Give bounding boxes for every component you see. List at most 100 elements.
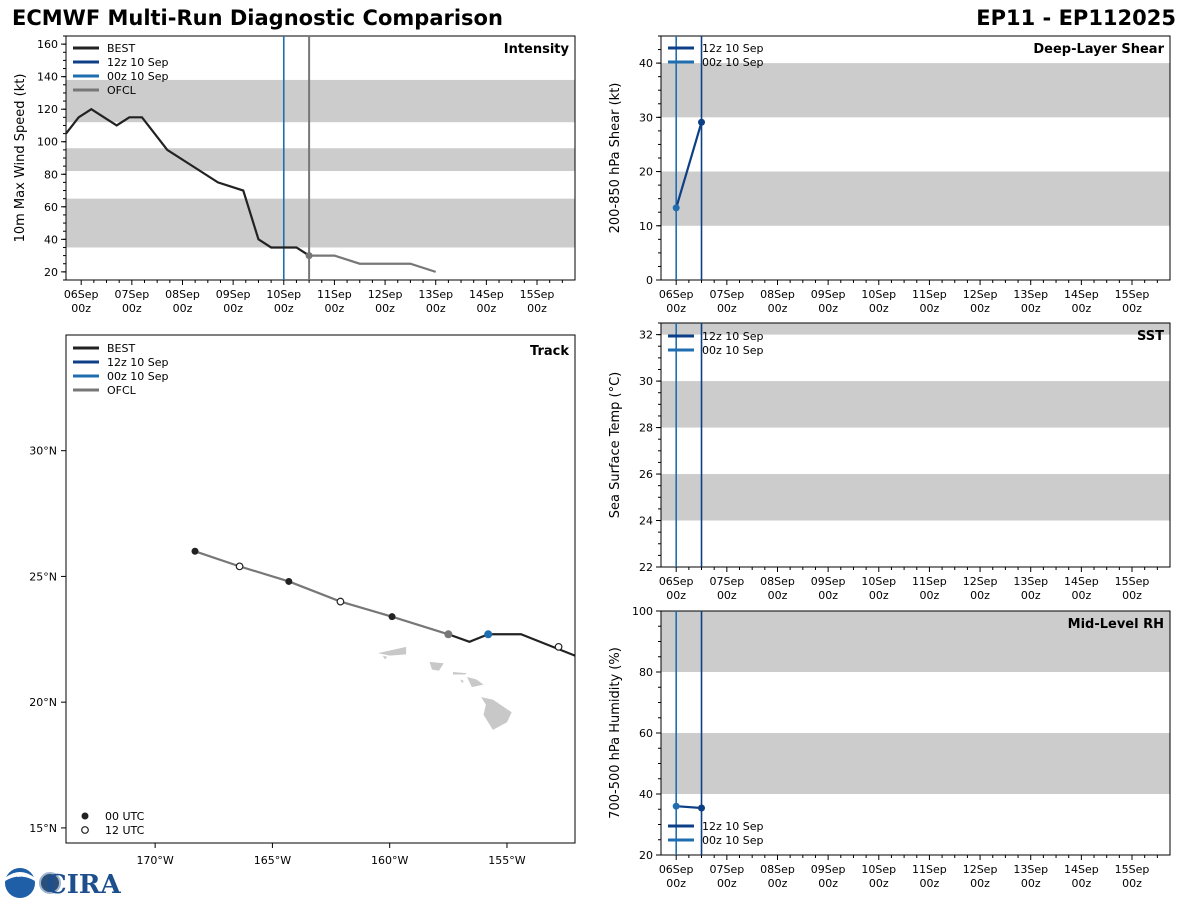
y-tick-label: 32 [639,329,653,342]
y-tick-label: 60 [44,201,58,214]
y-tick-label: 20 [639,166,653,179]
y-tick-label: 140 [37,71,58,84]
shear-point [672,204,680,212]
noaa-logo-text: NOAA [13,873,28,879]
x-tick-label-day: 08Sep [760,575,795,588]
x-tick-label-day: 06Sep [659,863,694,876]
x-tick-label-hour: 00z [970,302,990,315]
ofcl-intensity-line [309,254,437,273]
x-tick-label-hour: 00z [768,589,788,602]
shading-band-0 [661,474,1170,521]
shading-band-1 [661,63,1170,118]
x-tick-label-hour: 00z [1122,589,1142,602]
x-tick-label-day: 11Sep [912,863,947,876]
lon-tick-label: 155°W [488,854,525,867]
x-tick-label-hour: 00z [274,302,294,315]
track-plot-area [191,547,575,730]
lon-tick-label: 170°W [136,854,173,867]
y-tick-label: 160 [37,38,58,51]
island-shape [377,646,407,656]
x-tick-label-day: 09Sep [811,575,846,588]
x-tick-label-day: 06Sep [659,575,694,588]
shading-band-0 [661,171,1170,226]
y-tick-label: 28 [639,422,653,435]
y-tick-label: 40 [44,233,58,246]
island-shape [429,661,444,671]
y-axis-label: 700-500 hPa Humidity (%) [608,647,623,819]
x-tick-label-hour: 00z [1021,877,1041,890]
x-tick-label-day: 08Sep [760,863,795,876]
x-tick-label-day: 15Sep [1115,575,1150,588]
x-tick-label-hour: 00z [173,302,193,315]
track-axes-frame [65,334,576,844]
x-tick-label-hour: 00z [1071,877,1091,890]
legend-entry: 00z 10 Sep [702,834,764,847]
y-tick-label: 22 [639,561,653,574]
rh-line [676,805,702,810]
y-tick-label: 40 [639,788,653,801]
y-tick-label: 26 [639,468,653,481]
island-shape [467,677,484,688]
intensity-panel: 06Sep00z07Sep00z08Sep00z09Sep00z10Sep00z… [13,35,576,315]
x-tick-label-day: 14Sep [1064,288,1099,301]
x-tick-label-hour: 00z [71,302,91,315]
x-tick-label-day: 06Sep [64,288,99,301]
x-tick-label-day: 07Sep [709,863,744,876]
x-tick-label-hour: 00z [818,589,838,602]
ofcl-track-line [194,550,449,636]
x-tick-label-hour: 00z [1071,302,1091,315]
axes-frame [660,322,1171,568]
x-tick-label-hour: 00z [869,589,889,602]
x-tick-label-hour: 00z [920,877,940,890]
legend-entry: 00 UTC [105,810,145,823]
island-shape [453,671,468,675]
best-track-join-line [447,633,489,643]
y-tick-label: 100 [37,136,58,149]
storm-id-title: EP11 - EP112025 [976,6,1176,30]
legend-entry: BEST [107,42,135,55]
shear-line [675,121,703,209]
x-tick-label-hour: 00z [818,302,838,315]
x-tick-label-hour: 00z [970,589,990,602]
x-tick-label-hour: 00z [666,589,686,602]
legend-entry: 12z 10 Sep [107,56,169,69]
track-12utc-marker [554,642,563,651]
y-tick-label: 60 [639,727,653,740]
shear-point [698,118,706,126]
y-tick-label: 20 [639,849,653,862]
legend-entry: 12z 10 Sep [107,356,169,369]
x-tick-label-day: 11Sep [317,288,352,301]
x-tick-label-hour: 00z [666,877,686,890]
y-tick-label: 80 [44,168,58,181]
track-00utc-marker [191,547,199,555]
panel-title: Intensity [504,42,570,57]
lat-tick-label: 20°N [29,696,57,709]
best-intensity-line [65,107,310,257]
ofcl-start-marker [305,252,313,260]
island-shape [460,679,464,684]
y-tick-label: 24 [639,515,653,528]
cira-logo: NOAA CIRA [5,868,121,900]
x-tick-label-day: 14Sep [469,288,504,301]
track-00utc-marker [285,577,293,585]
track-12utc-marker [235,562,244,571]
x-tick-label-hour: 00z [717,589,737,602]
x-tick-label-day: 12Sep [963,288,998,301]
x-tick-label-day: 13Sep [418,288,453,301]
legend-entry: OFCL [107,384,137,397]
cira-logo-text: CIRA [46,870,121,900]
legend-12utc-marker [81,826,89,834]
x-tick-label-hour: 00z [920,589,940,602]
x-tick-label-hour: 00z [869,877,889,890]
lon-tick-label: 165°W [254,854,291,867]
x-tick-label-hour: 00z [1021,302,1041,315]
x-tick-label-hour: 00z [1122,302,1142,315]
x-tick-label-hour: 00z [122,302,142,315]
figure-title: ECMWF Multi-Run Diagnostic Comparison [12,6,503,30]
y-tick-label: 80 [639,666,653,679]
y-tick-label: 20 [44,266,58,279]
x-tick-label-day: 15Sep [520,288,555,301]
y-tick-label: 30 [639,375,653,388]
panel-title: Mid-Level RH [1068,617,1164,632]
track-12utc-marker [336,597,345,606]
